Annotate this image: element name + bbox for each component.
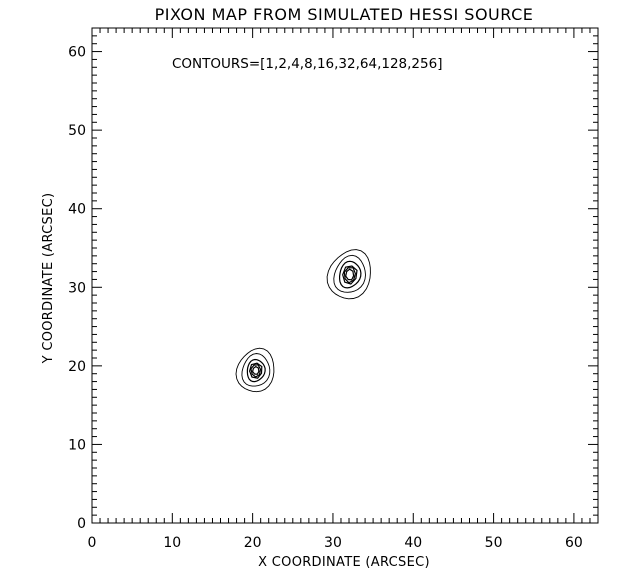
contour-line xyxy=(339,260,362,289)
contour-line xyxy=(250,364,262,378)
y-axis-label: Y COORDINATE (ARCSEC) xyxy=(41,193,56,365)
axes: 0 10 20 30 40 50 60 0 10 20 30 40 50 60 xyxy=(68,27,599,551)
contour-line xyxy=(333,254,366,293)
contour-line xyxy=(235,347,275,393)
contour-line xyxy=(241,353,271,387)
source-1 xyxy=(326,249,371,300)
chart-title: PIXON MAP FROM SIMULATED HESSI SOURCE xyxy=(155,5,534,24)
contour-line xyxy=(248,362,263,379)
x-axis-label: X COORDINATE (ARCSEC) xyxy=(258,555,430,570)
x-tick-label: 0 xyxy=(88,535,97,551)
x-tick-label: 10 xyxy=(163,535,181,551)
source-2 xyxy=(235,347,275,393)
plot-frame xyxy=(91,27,599,524)
contour-line xyxy=(246,358,266,383)
y-tick-label: 20 xyxy=(68,359,86,375)
contour-line xyxy=(326,249,371,300)
y-tick-label: 0 xyxy=(77,516,86,532)
contour-line xyxy=(343,267,357,284)
x-tick-label: 50 xyxy=(485,535,503,551)
x-tick-label: 30 xyxy=(324,535,342,551)
contour-line xyxy=(251,365,260,375)
y-tick-label: 10 xyxy=(68,437,86,453)
contour-levels-annotation: CONTOURS=[1,2,4,8,16,32,64,128,256] xyxy=(172,56,442,72)
y-tick-label: 30 xyxy=(68,280,86,296)
contours xyxy=(235,249,371,393)
contour-line xyxy=(342,265,358,285)
x-tick-label: 20 xyxy=(244,535,262,551)
y-tick-label: 60 xyxy=(68,45,86,61)
x-tick-label: 40 xyxy=(404,535,422,551)
y-tick-label: 50 xyxy=(68,123,86,139)
y-tick-label: 40 xyxy=(68,202,86,218)
contour-line xyxy=(345,268,355,281)
x-tick-label: 60 xyxy=(565,535,583,551)
